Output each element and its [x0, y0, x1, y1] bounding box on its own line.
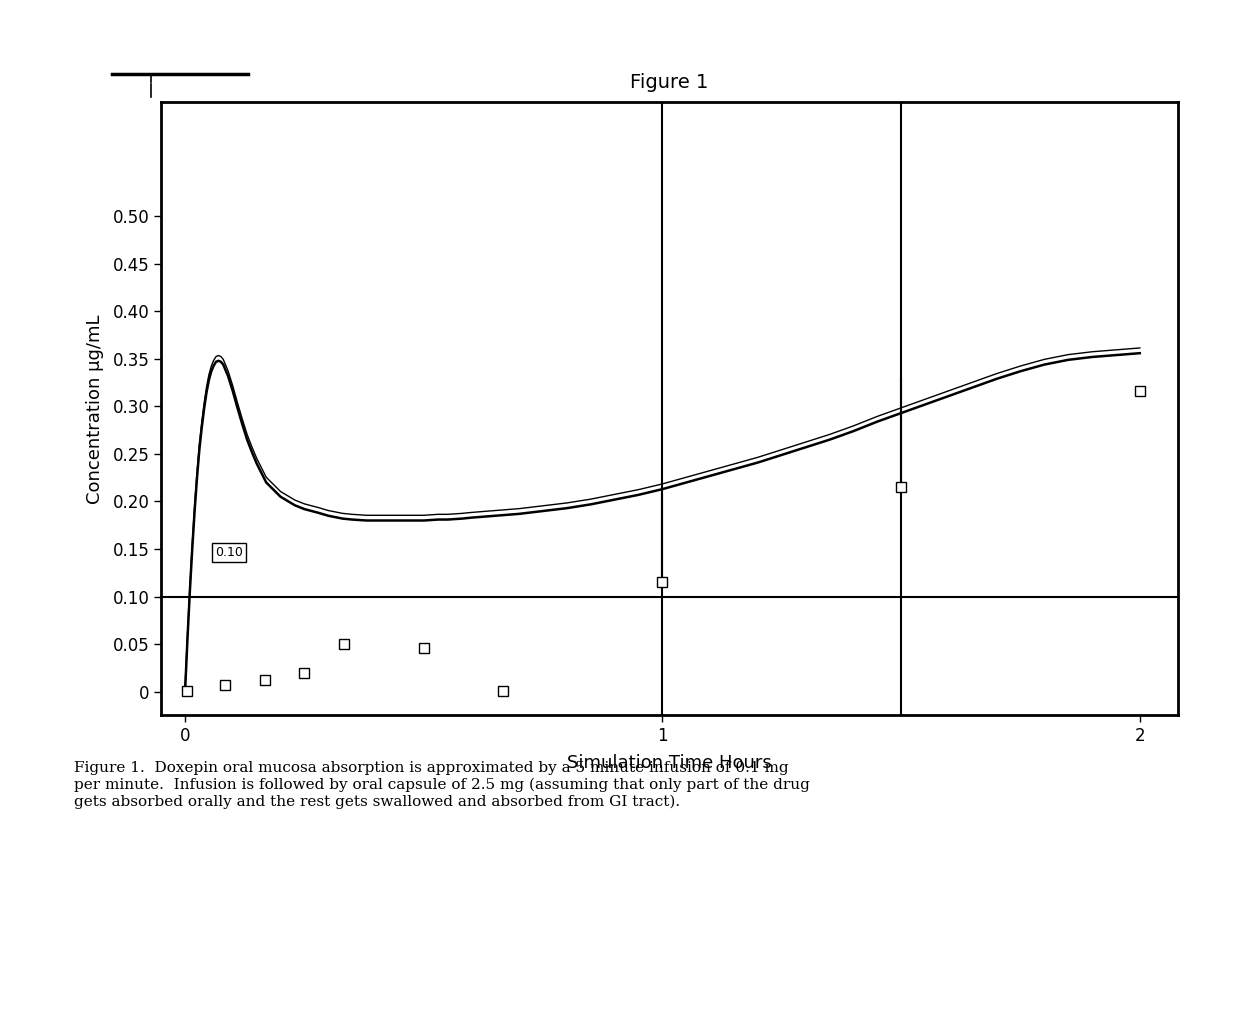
Text: Figure 1.  Doxepin oral mucosa absorption is approximated by a 5 minute infusion: Figure 1. Doxepin oral mucosa absorption…	[74, 761, 810, 808]
X-axis label: Simulation Time Hours: Simulation Time Hours	[567, 753, 773, 772]
Y-axis label: Concentration μg/mL: Concentration μg/mL	[87, 314, 104, 504]
Title: Figure 1: Figure 1	[630, 74, 709, 92]
Text: 0.10: 0.10	[215, 546, 243, 559]
